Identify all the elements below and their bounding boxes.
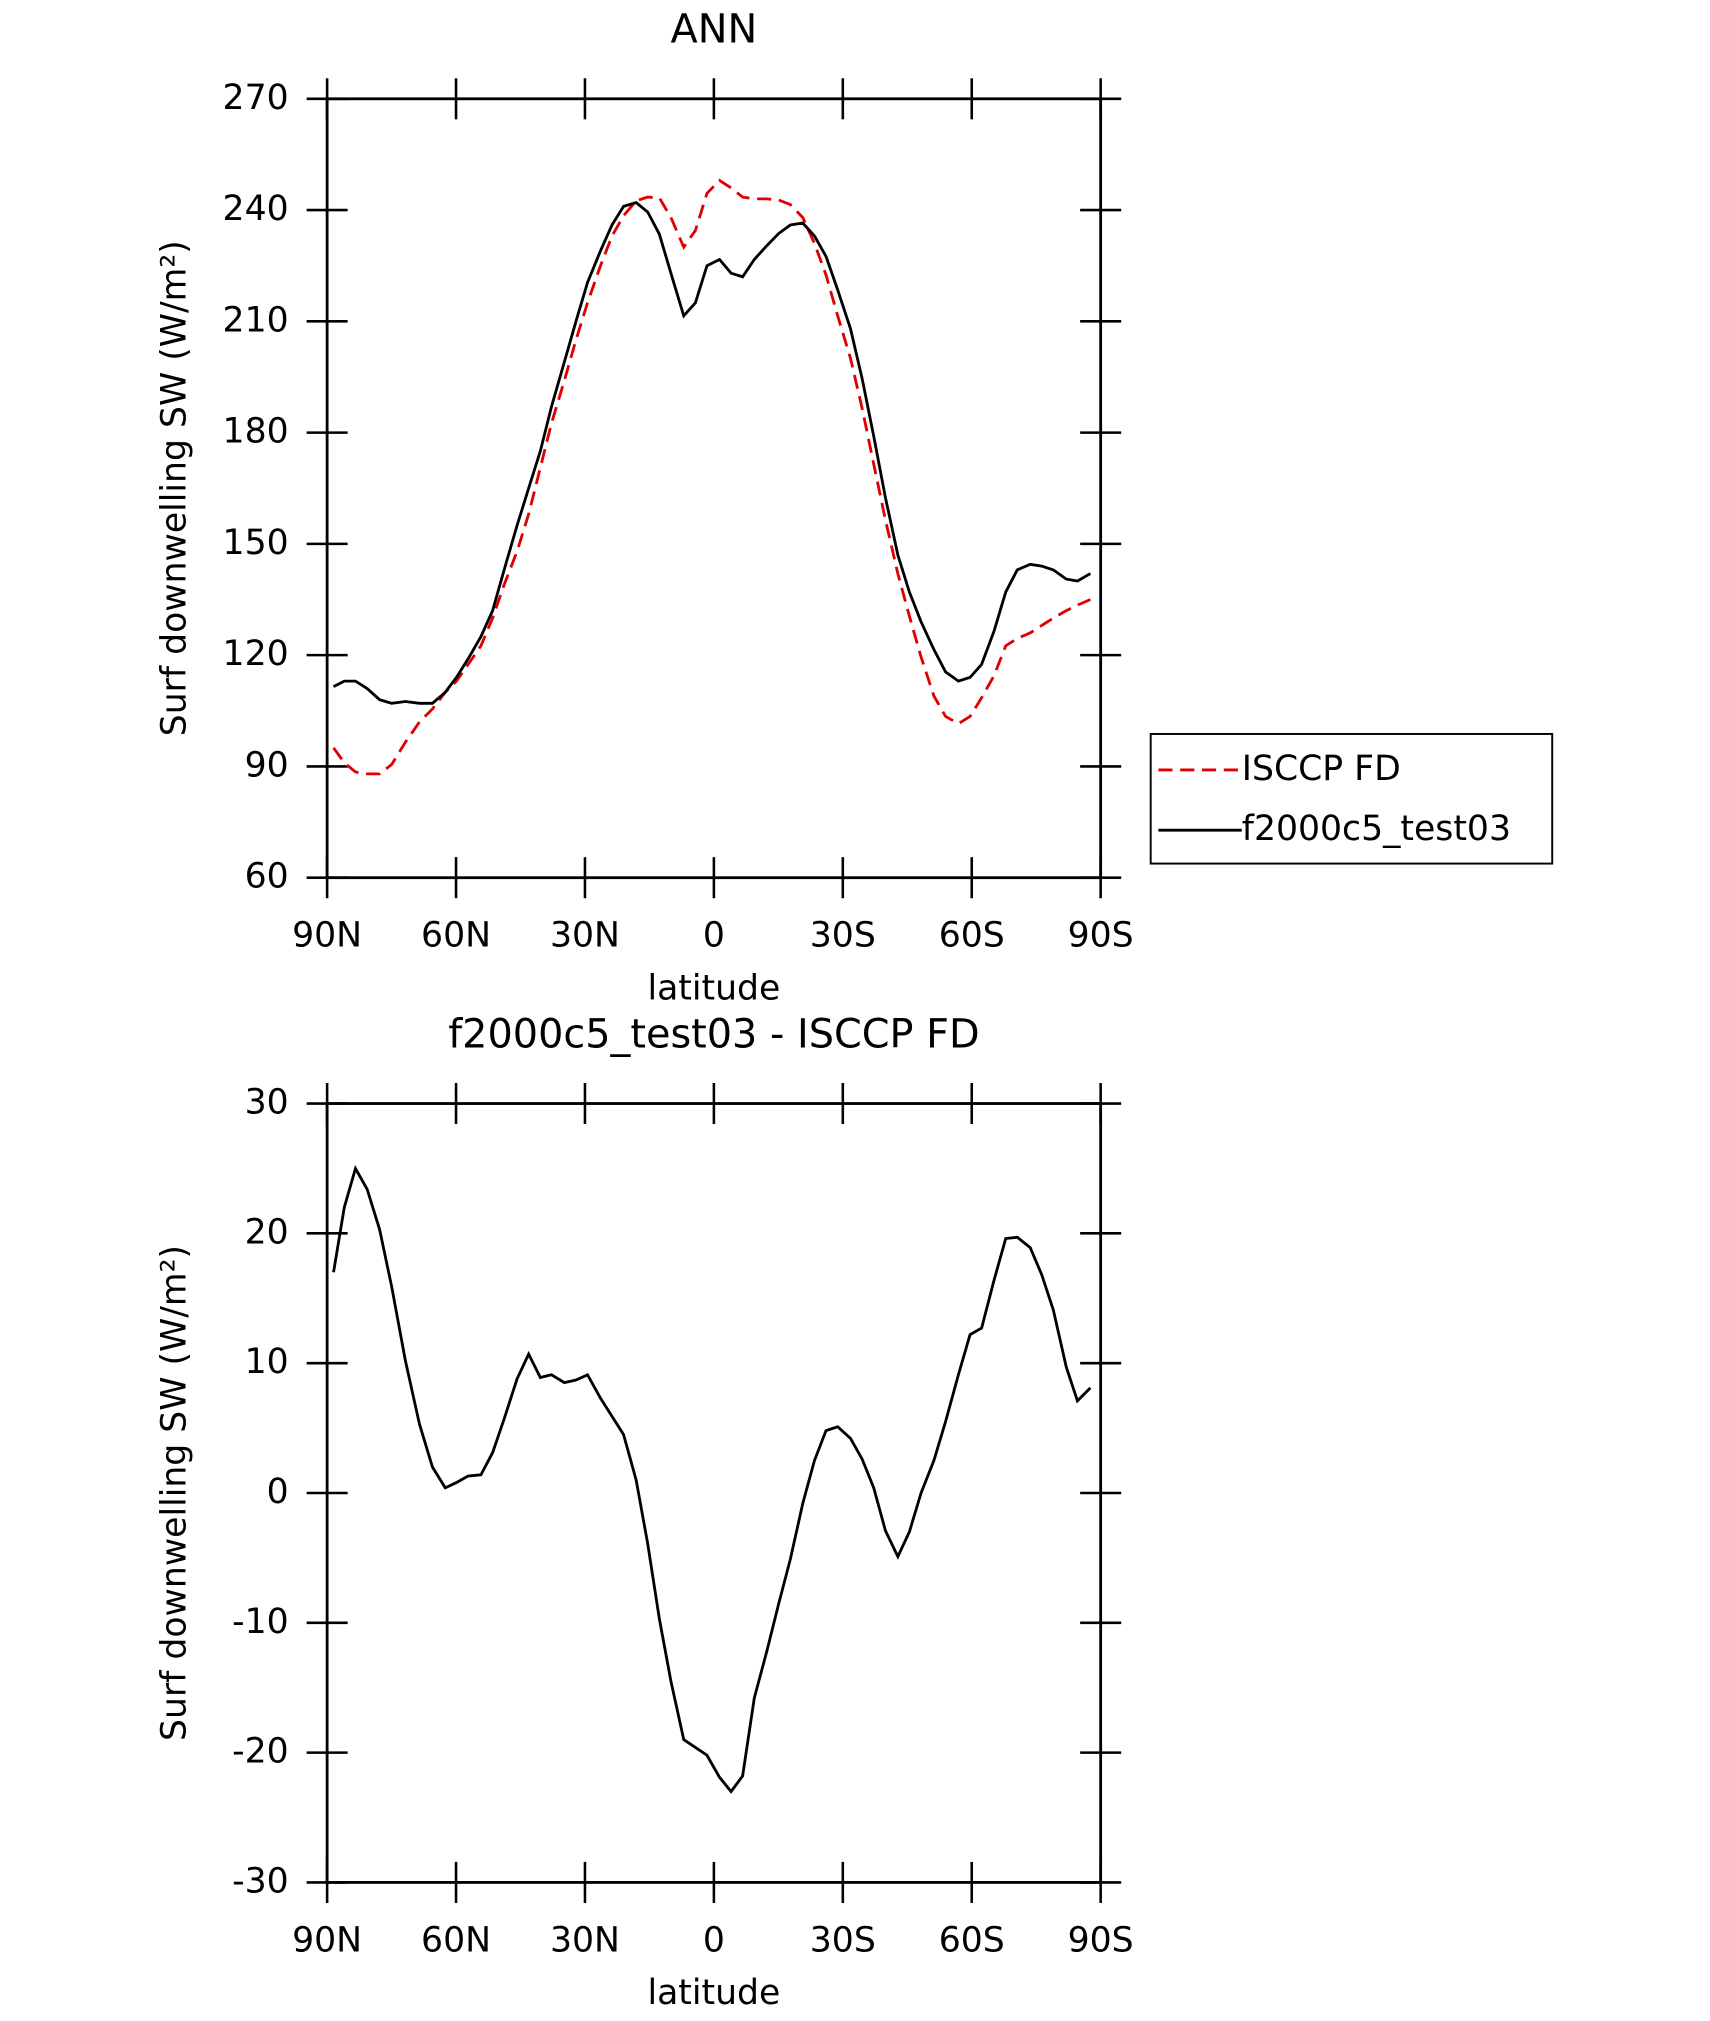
y-tick-label: 180 — [223, 412, 289, 452]
x-tick-label: 90S — [1068, 916, 1134, 956]
y-tick-label: -30 — [232, 1861, 289, 1901]
y-tick-label: 270 — [223, 78, 289, 118]
y-tick-label: -10 — [232, 1602, 289, 1642]
x-tick-label: 90N — [292, 1920, 362, 1960]
y-tick-label: 60 — [245, 857, 289, 897]
x-tick-label: 60N — [421, 1920, 491, 1960]
x-tick-label: 90S — [1068, 1920, 1134, 1960]
data-line — [332, 1164, 1092, 1794]
legend-label: ISCCP FD — [1242, 749, 1401, 789]
y-tick-label: 10 — [245, 1342, 289, 1382]
x-axis-label: latitude — [647, 968, 780, 1008]
data-line — [332, 201, 1092, 705]
x-tick-label: 0 — [703, 916, 725, 956]
legend-label: f2000c5_test03 — [1242, 809, 1511, 849]
chart-title: ANN — [671, 7, 758, 53]
x-tick-label: 30S — [810, 1920, 876, 1960]
y-tick-label: 90 — [245, 745, 289, 785]
chart-title: f2000c5_test03 - ISCCP FD — [448, 1011, 979, 1057]
x-tick-label: 60S — [939, 916, 1005, 956]
y-tick-label: 210 — [223, 300, 289, 340]
x-tick-label: 30N — [550, 916, 620, 956]
x-tick-label: 0 — [703, 1920, 725, 1960]
legend-box — [1149, 733, 1554, 865]
y-tick-label: 30 — [245, 1083, 289, 1123]
y-tick-label: 240 — [223, 189, 289, 229]
y-tick-label: 20 — [245, 1212, 289, 1252]
y-tick-label: 0 — [267, 1472, 289, 1512]
y-tick-label: 120 — [223, 634, 289, 674]
x-tick-label: 60S — [939, 1920, 1005, 1960]
y-tick-label: 150 — [223, 523, 289, 563]
data-line — [332, 178, 1091, 776]
x-axis-label: latitude — [647, 1973, 780, 2013]
plot-frame — [325, 97, 1103, 880]
y-axis-label: Surf downwelling SW (W/m²) — [155, 240, 195, 736]
x-tick-label: 30N — [550, 1920, 620, 1960]
x-tick-label: 60N — [421, 916, 491, 956]
y-tick-label: -20 — [232, 1732, 289, 1772]
y-axis-label: Surf downwelling SW (W/m²) — [155, 1245, 195, 1741]
x-tick-label: 90N — [292, 916, 362, 956]
x-tick-label: 30S — [810, 916, 876, 956]
